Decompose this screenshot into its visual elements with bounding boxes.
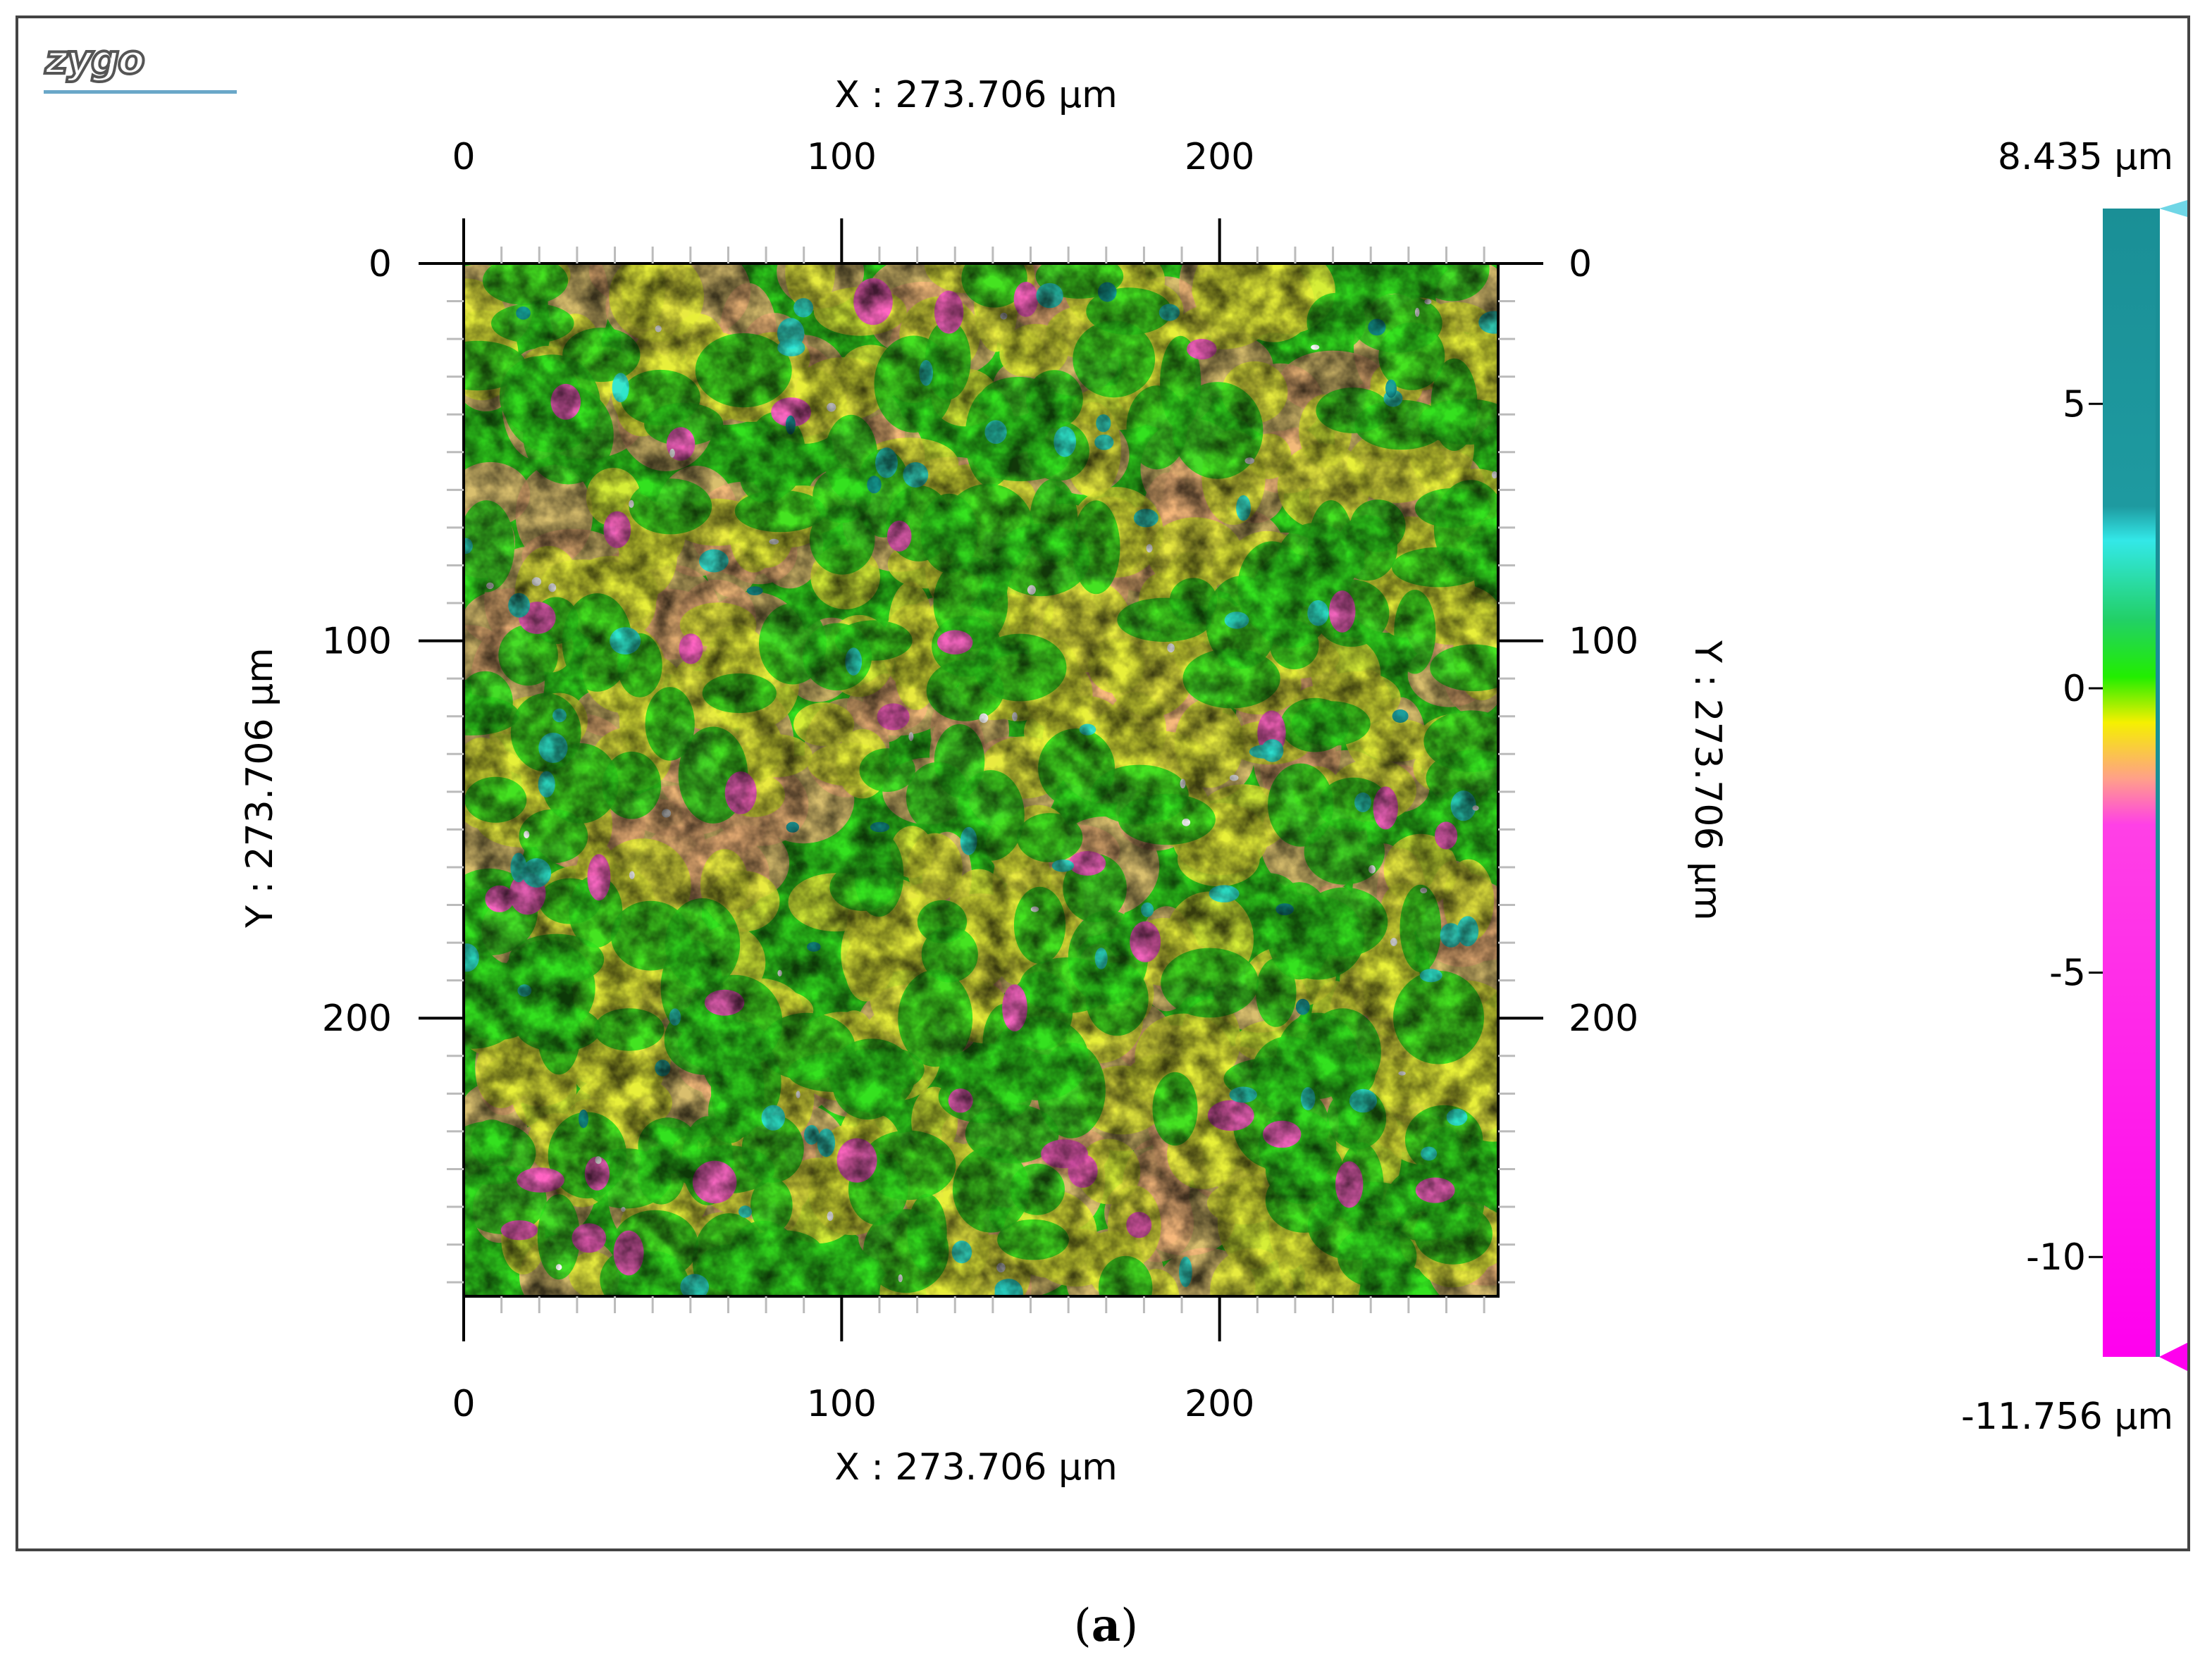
zygo-logo-text: zygo xyxy=(44,37,144,83)
y-tick-label-right: 0 xyxy=(1569,243,1592,285)
colorbar-tick-label: -5 xyxy=(2049,952,2086,995)
colorbar-tick-label: 5 xyxy=(2063,383,2086,426)
colorbar-tick-label: 0 xyxy=(2063,668,2086,710)
x-tick-label-top: 100 xyxy=(807,136,877,178)
colorbar-gradient xyxy=(2103,209,2159,1357)
colorbar-ticks: 5 0 -5 -10 xyxy=(2026,383,2103,1279)
colorbar-min-marker xyxy=(2159,1343,2187,1371)
y-axis-label-left: Y : 273.706 µm xyxy=(239,647,281,929)
x-tick-label-top: 0 xyxy=(452,136,475,178)
x-tick-label-bottom: 0 xyxy=(452,1383,475,1425)
y-tick-label-right: 100 xyxy=(1569,621,1638,663)
figure-caption: (a) xyxy=(1073,1599,1139,1652)
x-axis-label-bottom: X : 273.706 µm xyxy=(834,1446,1118,1489)
colorbar-max-label: 8.435 µm xyxy=(1998,136,2173,178)
x-axis-label-top: X : 273.706 µm xyxy=(834,74,1118,116)
y-tick-label-left: 200 xyxy=(322,998,392,1040)
height-map xyxy=(462,262,1500,1298)
x-tick-label-bottom: 100 xyxy=(807,1383,877,1425)
height-map-border xyxy=(462,262,1500,1298)
y-tick-label-left: 100 xyxy=(322,621,392,663)
zygo-logo: zygo xyxy=(43,36,237,94)
colorbar: 5 0 -5 -10 8.435 µm -11.756 µm xyxy=(1961,136,2187,1438)
x-tick-label-bottom: 200 xyxy=(1185,1383,1254,1425)
y-axis-label-right: Y : 273.706 µm xyxy=(1686,640,1729,921)
colorbar-max-marker xyxy=(2159,200,2187,217)
height-map-texture xyxy=(464,263,1498,1296)
y-tick-label-right: 200 xyxy=(1569,998,1638,1040)
axes: 0 0 100 100 200 200 0 0 100 100 200 200 xyxy=(322,136,1639,1425)
y-tick-label-left: 0 xyxy=(369,243,392,285)
colorbar-tick-label: -10 xyxy=(2026,1236,2086,1279)
x-tick-label-top: 200 xyxy=(1185,136,1254,178)
colorbar-min-label: -11.756 µm xyxy=(1961,1396,2173,1438)
caption-label: a xyxy=(1091,1599,1121,1652)
logo-underline xyxy=(44,90,237,94)
